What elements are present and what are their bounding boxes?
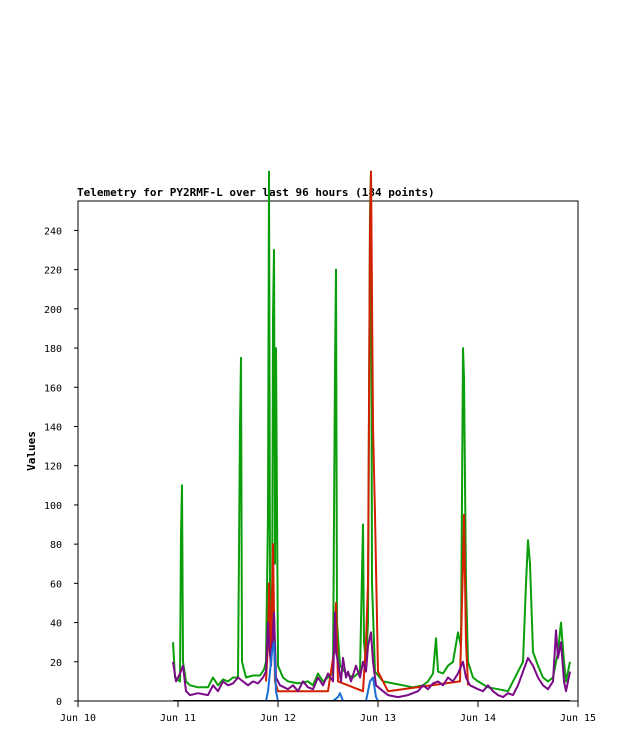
chart-title: Telemetry for PY2RMF-L over last 96 hour… [77,186,435,199]
series-group [172,170,571,701]
y-tick-label: 20 [50,658,62,669]
y-axis-label: Values [25,431,38,471]
x-tick-label: Jun 12 [260,713,296,724]
x-tick-label: Jun 14 [460,713,496,724]
y-tick-label: 100 [44,501,62,512]
y-tick-label: 60 [50,579,62,590]
y-tick-label: 180 [44,344,62,355]
y-tick-label: 140 [44,422,62,433]
x-tick-label: Jun 15 [560,713,596,724]
y-tick-label: 160 [44,383,62,394]
y-tick-label: 200 [44,305,62,316]
series-line-3 [172,611,571,699]
series-line-4 [265,641,379,701]
plot-frame [77,200,579,702]
x-tick-label: Jun 11 [160,713,196,724]
y-axis: 0 20 40 60 80 100 120 140 160 180 200 220 240 [44,226,78,708]
x-tick-label: Jun 10 [60,713,96,724]
y-tick-label: 120 [44,462,62,473]
series-line-1 [172,170,571,693]
series-line-2 [265,170,469,693]
y-tick-label: 240 [44,226,62,237]
x-tick-label: Jun 13 [360,713,396,724]
y-tick-label: 0 [56,697,62,708]
y-tick-label: 80 [50,540,62,551]
y-tick-label: 220 [44,266,62,277]
y-tick-label: 40 [50,619,62,630]
x-axis: Jun 10 Jun 11 Jun 12 Jun 13 Jun 14 Jun 15 [60,701,596,724]
